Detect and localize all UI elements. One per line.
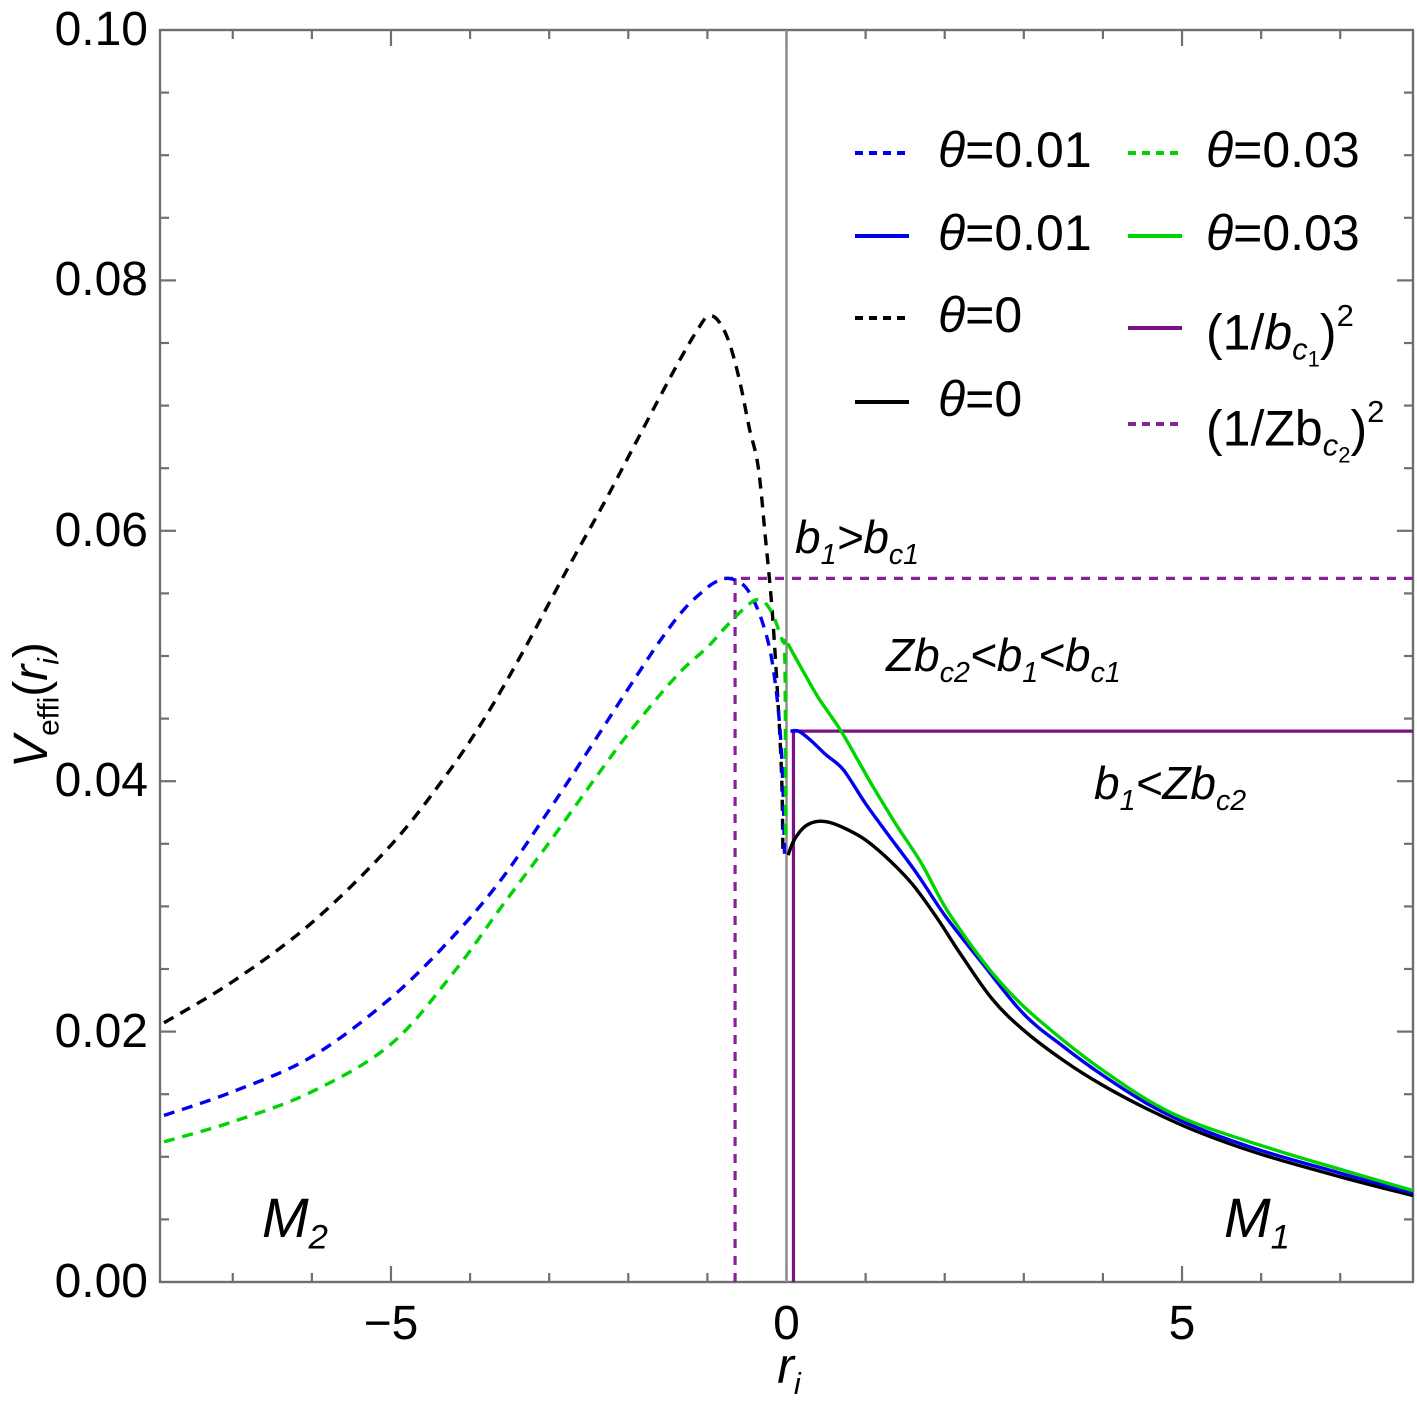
curve--0-01-dashed-m2-side- [163, 576, 787, 1118]
x-tick-label-0: 0 [773, 1297, 800, 1350]
legend-swatch-theta001-dashed [855, 151, 909, 155]
legend-swatch-inv-zbc2-sq [1128, 422, 1182, 426]
y-tick-label-0.02: 0.02 [54, 1004, 148, 1058]
legend-label-inv-bc1-sq: (1/bc1)2 [1206, 298, 1354, 372]
legend-label-theta003-solid: θ=0.03 [1206, 205, 1360, 261]
curve--0-01-solid-m1-side- [790, 728, 1414, 1195]
x-tick-label-−5: −5 [363, 1297, 419, 1350]
x-axis-label: ri [777, 1338, 801, 1401]
annotation-m2: M2 [262, 1186, 328, 1257]
y-tick-label-0.10: 0.10 [54, 3, 148, 56]
curve--0-dashed-m2-side- [163, 314, 785, 1025]
y-tick-label-0.00: 0.00 [54, 1255, 148, 1308]
legend-swatch-theta0-solid [855, 400, 909, 404]
annotation-m1: M1 [1224, 1186, 1290, 1257]
legend-swatch-theta003-dashed [1128, 151, 1182, 155]
legend-swatch-theta001-solid [855, 234, 909, 238]
legend-swatch-inv-bc1-sq [1128, 326, 1182, 330]
annotation-b1-gt-bc1: b1>bc1 [795, 511, 920, 572]
y-tick-label-0.06: 0.06 [54, 503, 148, 557]
legend-label-theta001-solid: θ=0.01 [938, 205, 1092, 261]
curve--0-solid-m1-side- [786, 819, 1414, 1198]
legend-swatch-theta0-dashed [855, 316, 909, 320]
legend-label-theta001-dashed: θ=0.01 [938, 122, 1092, 178]
curve--0-03-dashed-m2-side- [163, 597, 788, 1144]
legend-label-inv-zbc2-sq: (1/Zbc2)2 [1206, 394, 1385, 468]
annotation-b1-lt-zbc2: b1<Zbc2 [1094, 757, 1247, 818]
x-tick-label-5: 5 [1168, 1297, 1196, 1350]
legend-label-theta003-dashed: θ=0.03 [1206, 122, 1360, 178]
y-tick-label-0.08: 0.08 [54, 253, 148, 307]
y-tick-label-0.04: 0.04 [54, 754, 148, 808]
curve--0-03-solid-m1-side- [786, 642, 1414, 1193]
legend-label-theta0-solid: θ=0 [938, 371, 1023, 427]
annotation-zbc2-lt-b1-lt-bc1: Zbc2<b1<bc1 [886, 629, 1121, 690]
legend-swatch-theta003-solid [1128, 234, 1182, 238]
legend-label-theta0-dashed: θ=0 [938, 287, 1023, 343]
y-axis-label: Veffi(ri) [5, 642, 66, 768]
